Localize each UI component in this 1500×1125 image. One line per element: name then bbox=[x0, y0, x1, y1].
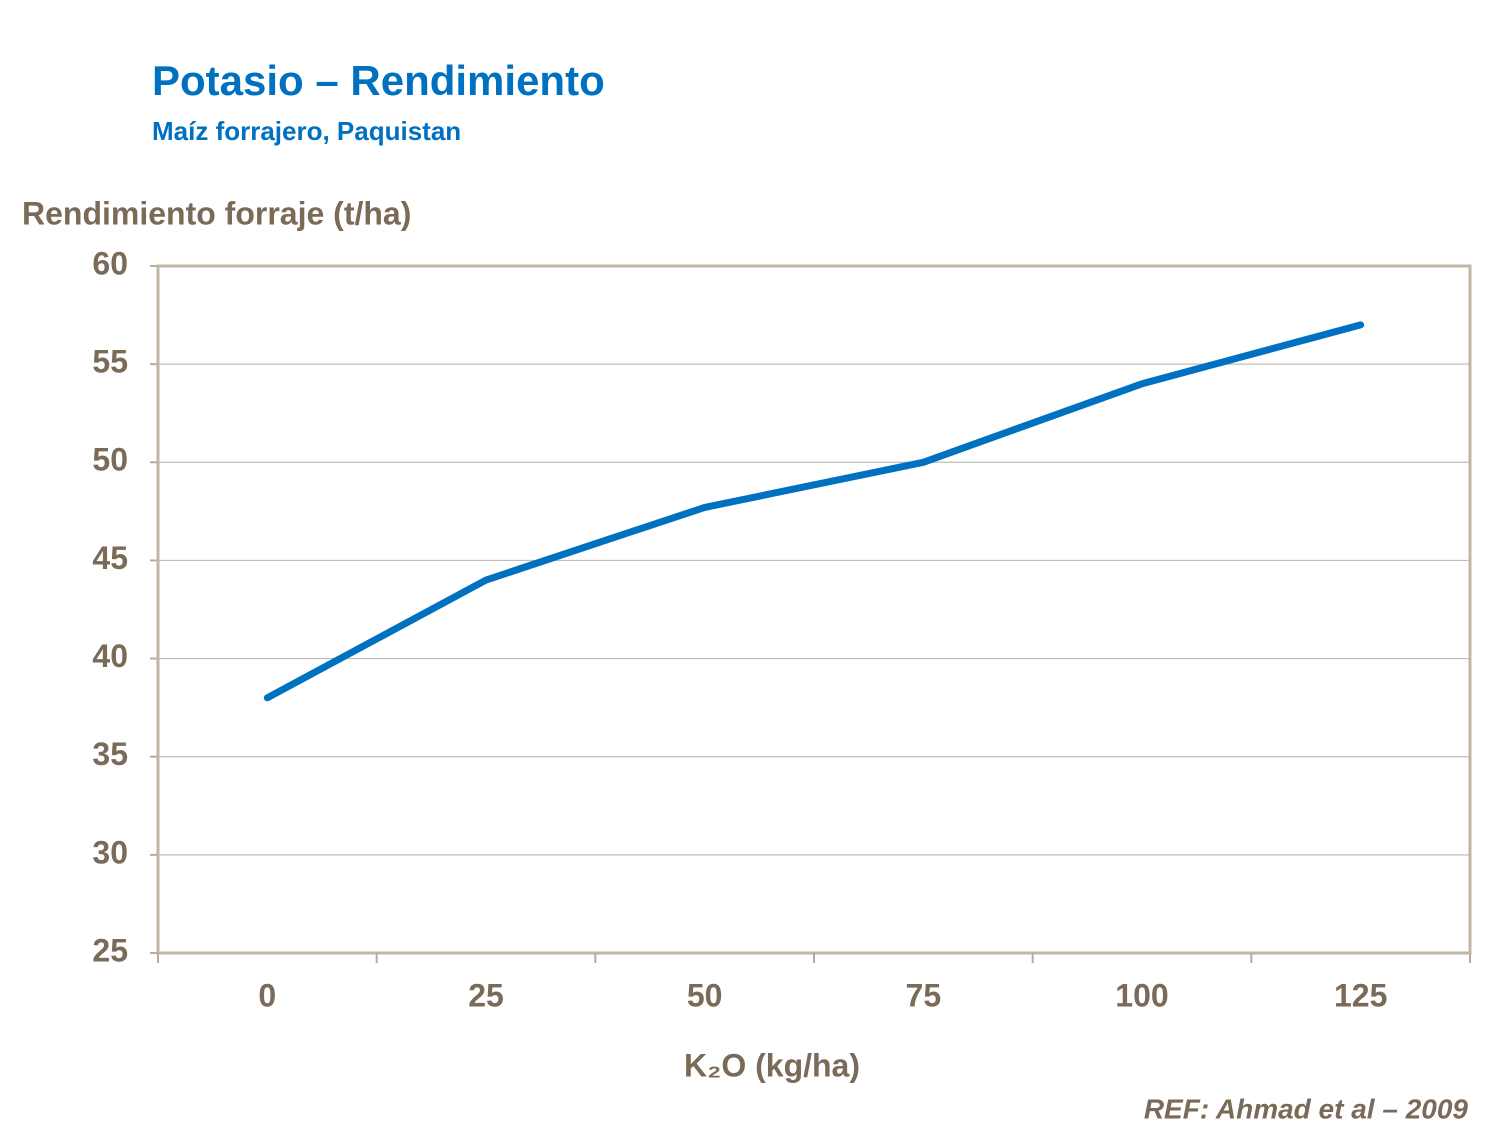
y-tick-label: 50 bbox=[92, 442, 128, 478]
x-axis-label: K₂O (kg/ha) bbox=[684, 1047, 860, 1083]
x-tick-label: 50 bbox=[687, 977, 723, 1013]
y-tick-label: 35 bbox=[92, 736, 128, 772]
chart-title: Potasio – Rendimiento bbox=[152, 57, 605, 104]
y-tick-label: 55 bbox=[92, 344, 128, 380]
y-axis-label: Rendimiento forraje (t/ha) bbox=[22, 195, 411, 231]
y-tick-label: 40 bbox=[92, 638, 128, 674]
plot-border bbox=[156, 264, 1472, 955]
chart-subtitle: Maíz forrajero, Paquistan bbox=[152, 116, 461, 146]
y-tick-label: 30 bbox=[92, 834, 128, 870]
y-tick-label: 60 bbox=[92, 245, 128, 281]
data-line bbox=[263, 321, 1365, 702]
y-tick-label: 45 bbox=[92, 540, 128, 576]
x-tick-label: 100 bbox=[1115, 977, 1168, 1013]
x-tick-label: 25 bbox=[468, 977, 504, 1013]
y-tick-label: 25 bbox=[92, 932, 128, 968]
x-tick-label: 125 bbox=[1334, 977, 1387, 1013]
reference: REF: Ahmad et al – 2009 bbox=[1144, 1093, 1469, 1124]
x-tick-label: 75 bbox=[906, 977, 942, 1013]
x-tick-label: 0 bbox=[258, 977, 276, 1013]
